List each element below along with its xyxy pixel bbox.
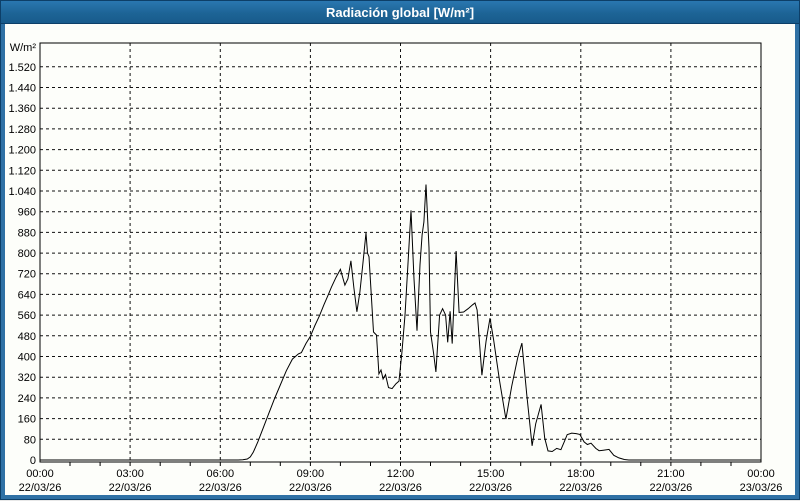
svg-text:1.120: 1.120 xyxy=(8,165,36,177)
svg-text:22/03/26: 22/03/26 xyxy=(289,482,332,494)
window-title: Radiación global [W/m²] xyxy=(325,4,475,20)
svg-text:720: 720 xyxy=(18,269,36,281)
svg-text:640: 640 xyxy=(18,289,36,301)
svg-text:09:00: 09:00 xyxy=(297,468,325,480)
svg-text:22/03/26: 22/03/26 xyxy=(379,482,422,494)
svg-text:22/03/26: 22/03/26 xyxy=(109,482,152,494)
x-gridlines xyxy=(129,43,672,462)
svg-text:12:00: 12:00 xyxy=(387,468,415,480)
svg-text:400: 400 xyxy=(18,352,36,364)
svg-text:1.040: 1.040 xyxy=(8,186,36,198)
svg-text:800: 800 xyxy=(18,248,36,260)
svg-text:1.440: 1.440 xyxy=(8,83,36,95)
svg-text:560: 560 xyxy=(18,310,36,322)
y-axis-tick-labels: 0 80 160 240 320 400 480 560 640 720 800 880 960 1.04… xyxy=(8,62,36,467)
svg-text:160: 160 xyxy=(18,414,36,426)
svg-text:80: 80 xyxy=(24,434,36,446)
svg-text:23/03/26: 23/03/26 xyxy=(740,482,783,494)
svg-text:22/03/26: 22/03/26 xyxy=(199,482,242,494)
radiation-line-chart: W/m² 0 80 160 240 320 400 480 560 640 720 800 880 960… xyxy=(8,42,783,494)
svg-text:480: 480 xyxy=(18,331,36,343)
svg-text:18:00: 18:00 xyxy=(567,468,595,480)
svg-text:0: 0 xyxy=(30,455,36,467)
y-axis-unit-label: W/m² xyxy=(10,42,37,54)
svg-text:1.360: 1.360 xyxy=(8,103,36,115)
svg-text:21:00: 21:00 xyxy=(657,468,685,480)
svg-text:1.280: 1.280 xyxy=(8,124,36,136)
svg-text:03:00: 03:00 xyxy=(116,468,144,480)
svg-text:880: 880 xyxy=(18,227,36,239)
svg-text:960: 960 xyxy=(18,207,36,219)
svg-text:00:00: 00:00 xyxy=(26,468,54,480)
x-minor-ticks xyxy=(69,462,732,466)
svg-text:1.200: 1.200 xyxy=(8,145,36,157)
chart-container: W/m² 0 80 160 240 320 400 480 560 640 720 800 880 960… xyxy=(5,24,795,495)
radiation-series-line xyxy=(40,184,761,461)
window-titlebar: Radiación global [W/m²] xyxy=(1,1,799,24)
svg-text:22/03/26: 22/03/26 xyxy=(19,482,62,494)
svg-text:1.520: 1.520 xyxy=(8,62,36,74)
svg-text:00:00: 00:00 xyxy=(747,468,775,480)
svg-text:22/03/26: 22/03/26 xyxy=(469,482,512,494)
svg-text:22/03/26: 22/03/26 xyxy=(559,482,602,494)
svg-text:15:00: 15:00 xyxy=(477,468,505,480)
svg-text:320: 320 xyxy=(18,372,36,384)
svg-text:06:00: 06:00 xyxy=(207,468,235,480)
svg-text:240: 240 xyxy=(18,393,36,405)
svg-text:22/03/26: 22/03/26 xyxy=(649,482,692,494)
x-axis-tick-labels: 00:00 22/03/26 03:00 22/03/26 06:00 22/03/26 0… xyxy=(19,468,783,494)
